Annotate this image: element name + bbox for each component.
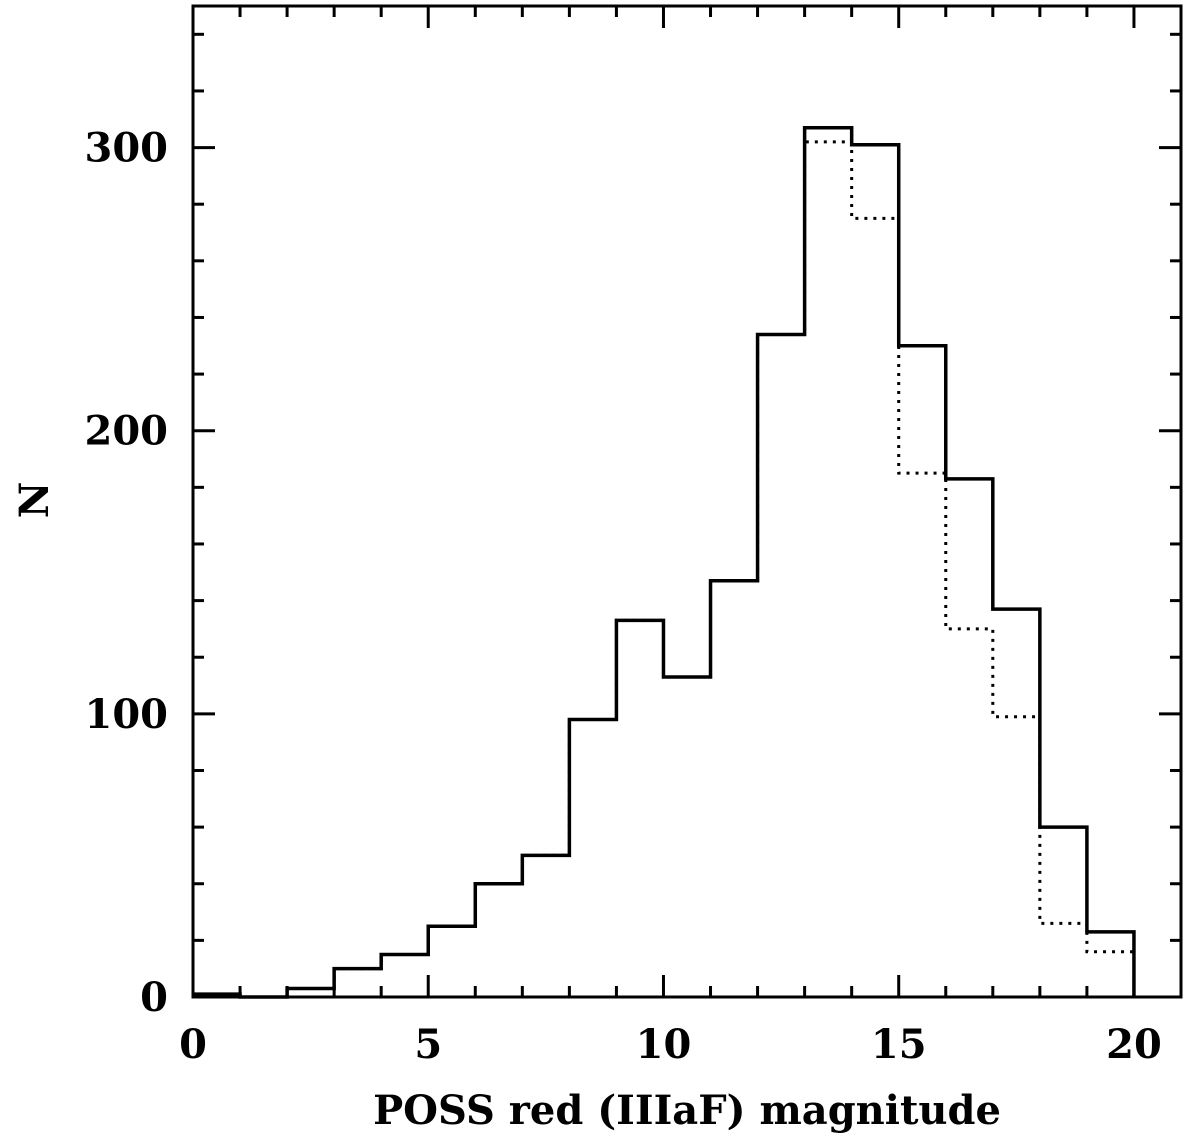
series-dotted-line [193, 140, 1136, 999]
y-tick-label: 0 [140, 974, 168, 1021]
x-tick-label: 20 [1106, 1021, 1162, 1068]
y-tick-label: 100 [85, 691, 169, 738]
y-axis-label: N [11, 482, 58, 519]
x-tick-label: 10 [636, 1021, 692, 1068]
y-tick-label: 300 [85, 125, 169, 172]
x-axis-label: POSS red (IIIaF) magnitude [373, 1087, 1001, 1134]
plot-frame [191, 4, 1183, 999]
histogram-series [193, 126, 1136, 999]
x-tick-label: 5 [414, 1021, 442, 1068]
y-tick-label: 200 [85, 408, 169, 455]
x-tick-label: 15 [871, 1021, 927, 1068]
x-tick-label: 0 [179, 1021, 207, 1068]
axis-ticks [191, 6, 1181, 999]
series-solid-line [193, 126, 1136, 999]
